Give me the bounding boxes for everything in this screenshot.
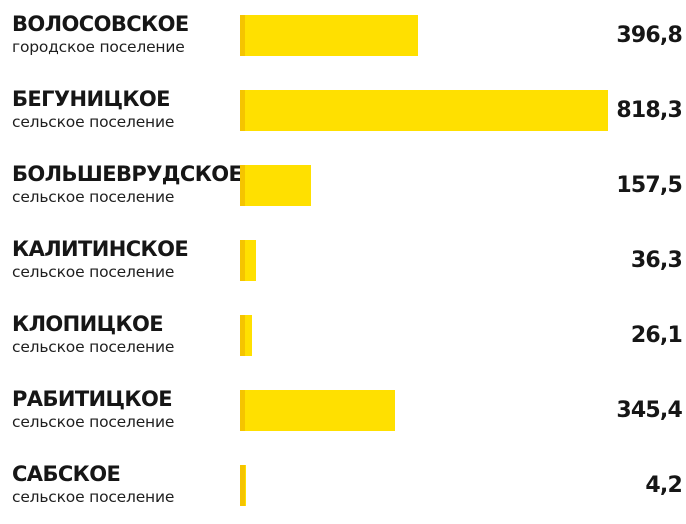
value-label: 26,1 (630, 323, 683, 348)
bar (240, 240, 257, 281)
category-subtitle: сельское поселение (12, 488, 175, 506)
bar-cap (240, 15, 245, 56)
bar-cap (240, 90, 245, 131)
category-label: ВОЛОСОВСКОЕ (12, 12, 189, 36)
value-label: 396,8 (616, 23, 682, 48)
category-subtitle: сельское поселение (12, 338, 175, 356)
bar-cap (240, 165, 245, 206)
bar-row: БОЛЬШЕВРУДСКОЕ сельское поселение 157,5 (0, 160, 686, 224)
category-label: САБСКОЕ (12, 462, 121, 486)
bar (240, 90, 608, 131)
bar (240, 15, 419, 56)
category-subtitle: городское поселение (12, 38, 185, 56)
bar-row: КАЛИТИНСКОЕ сельское поселение 36,3 (0, 235, 686, 299)
bar-cap (240, 465, 245, 506)
bar-row: РАБИТИЦКОЕ сельское поселение 345,4 (0, 385, 686, 449)
category-label: КАЛИТИНСКОЕ (12, 237, 189, 261)
value-label: 818,3 (616, 98, 682, 123)
bar (240, 165, 311, 206)
bar-row: САБСКОЕ сельское поселение 4,2 (0, 460, 686, 524)
category-label: БЕГУНИЦКОЕ (12, 87, 171, 111)
category-subtitle: сельское поселение (12, 188, 175, 206)
bar-cap (240, 390, 245, 431)
category-subtitle: сельское поселение (12, 113, 175, 131)
bar (240, 465, 246, 506)
category-label: КЛОПИЦКОЕ (12, 312, 164, 336)
value-label: 157,5 (616, 173, 682, 198)
bar-chart: ВОЛОСОВСКОЕ городское поселение 396,8 БЕГУН… (0, 10, 686, 506)
category-subtitle: сельское поселение (12, 263, 175, 281)
value-label: 36,3 (630, 248, 683, 273)
value-label: 4,2 (645, 473, 682, 498)
bar (240, 315, 252, 356)
bar-cap (240, 315, 245, 356)
category-label: БОЛЬШЕВРУДСКОЕ (12, 162, 243, 186)
bar (240, 390, 396, 431)
bar-row: БЕГУНИЦКОЕ сельское поселение 818,3 (0, 85, 686, 149)
category-subtitle: сельское поселение (12, 413, 175, 431)
value-label: 345,4 (616, 398, 682, 423)
category-label: РАБИТИЦКОЕ (12, 387, 173, 411)
bar-row: КЛОПИЦКОЕ сельское поселение 26,1 (0, 310, 686, 374)
bar-row: ВОЛОСОВСКОЕ городское поселение 396,8 (0, 10, 686, 74)
bar-cap (240, 240, 245, 281)
